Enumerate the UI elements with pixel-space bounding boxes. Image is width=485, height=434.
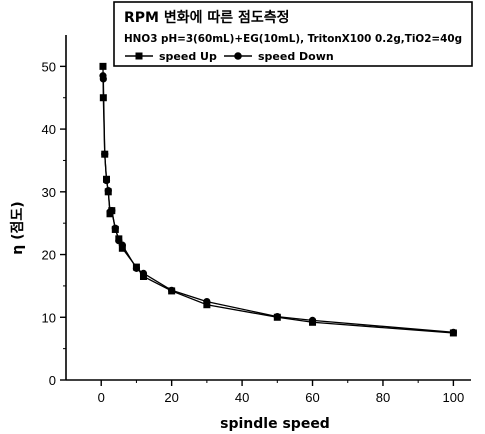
legend-marker-speed-down — [234, 52, 242, 60]
x-tick-label: 0 — [98, 390, 105, 405]
legend-label-speed-down: speed Down — [258, 50, 334, 63]
data-point-speed-down — [104, 186, 112, 195]
data-point-speed-down — [308, 316, 317, 325]
x-tick-label: 40 — [235, 390, 249, 405]
data-point-speed-down — [132, 264, 141, 272]
data-point-speed-down — [139, 269, 148, 277]
data-point-speed-down — [168, 286, 176, 294]
x-tick-label: 80 — [376, 390, 390, 405]
legend-title: RPM 변화에 따른 점도측정 — [124, 9, 290, 26]
x-tick-label: 20 — [164, 390, 178, 405]
data-point-speed-down — [106, 208, 114, 216]
legend: RPM 변화에 따른 점도측정 HNO3 pH=3(60mL)+EG(10mL)… — [113, 1, 473, 67]
x-tick-label: 100 — [443, 390, 465, 405]
data-point-speed-down — [99, 72, 107, 80]
series-line-speed-down — [102, 75, 454, 333]
y-tick-label: 20 — [42, 248, 56, 263]
x-axis-label: spindle speed — [220, 416, 330, 432]
series-layer — [99, 62, 457, 337]
y-tick-label: 50 — [42, 59, 56, 74]
legend-label-speed-up: speed Up — [159, 50, 217, 63]
x-tick-label: 60 — [305, 390, 319, 405]
data-point-speed-down — [273, 313, 281, 321]
data-point-speed-up — [99, 62, 107, 70]
y-tick-label: 30 — [42, 185, 56, 200]
data-point-speed-down — [111, 224, 119, 232]
y-tick-label: 10 — [42, 310, 56, 325]
y-tick-label: 40 — [42, 122, 56, 137]
y-tick-label: 0 — [49, 373, 56, 388]
data-point-speed-down — [102, 176, 111, 185]
legend-marker-speed-up — [135, 52, 143, 60]
data-point-speed-down — [203, 297, 211, 306]
data-point-speed-down — [449, 328, 457, 336]
series-line-speed-up — [102, 66, 454, 334]
data-point-speed-down — [101, 150, 109, 158]
y-axis-label: η (점도) — [9, 201, 26, 254]
legend-box — [113, 1, 473, 67]
axes: 0 20 40 60 80 100 0 10 20 30 40 50 — [42, 35, 471, 405]
series-speed-up — [99, 62, 457, 337]
series-speed-down — [99, 72, 457, 336]
data-point-speed-down — [115, 237, 123, 245]
legend-subtitle: HNO3 pH=3(60mL)+EG(10mL), TritonX100 0.2… — [124, 32, 462, 45]
